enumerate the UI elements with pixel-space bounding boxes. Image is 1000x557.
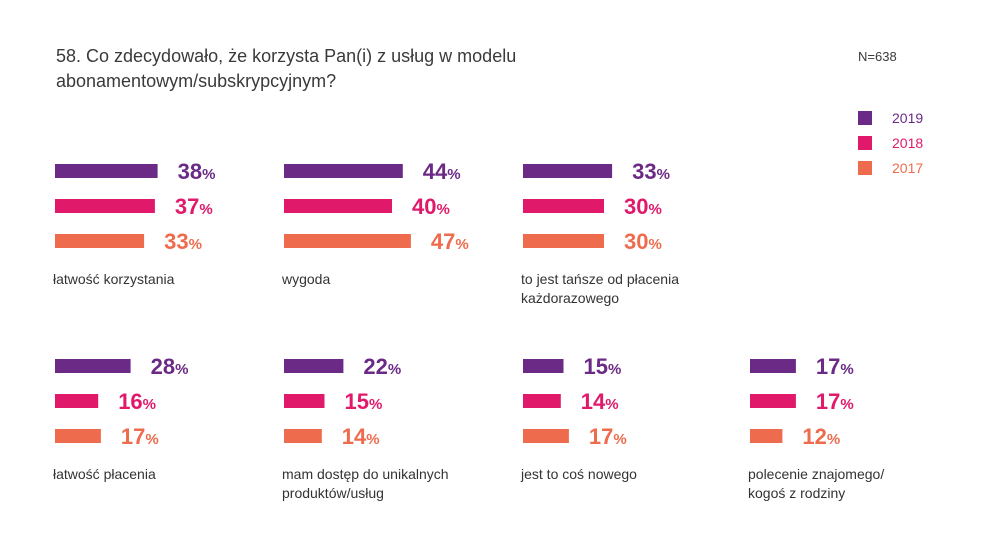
data-label: 15%	[584, 354, 622, 379]
bar-2018	[523, 394, 561, 408]
bar-group: 17% 17% 12% polecenie znajomego/kogoś z rod…	[748, 354, 884, 501]
bar-2019	[55, 164, 158, 178]
legend-swatch	[858, 160, 872, 175]
data-label: 28%	[151, 354, 189, 379]
data-label: 12%	[802, 424, 840, 449]
category-label: polecenie znajomego/	[748, 466, 884, 482]
bar-2018	[523, 199, 604, 213]
bar-2018	[750, 394, 796, 408]
data-label: 14%	[581, 389, 619, 414]
bar-2017	[55, 234, 145, 248]
chart-title: 58. Co zdecydowało, że korzysta Pan(i) z…	[56, 44, 616, 94]
category-label: jest to coś nowego	[520, 466, 637, 482]
legend-label: 2017	[892, 159, 924, 176]
bar-2019	[523, 359, 564, 373]
data-label: 17%	[816, 354, 854, 379]
data-label: 22%	[363, 354, 401, 379]
data-label: 14%	[342, 424, 380, 449]
category-label: mam dostęp do unikalnych	[282, 466, 449, 482]
bar-2018	[284, 394, 325, 408]
legend-label: 2019	[892, 109, 924, 126]
legend-item-2017: 2017	[858, 155, 923, 180]
data-label: 33%	[164, 229, 202, 254]
bar-2017	[523, 429, 569, 443]
chart-title-line-1: 58. Co zdecydowało, że korzysta Pan(i) z…	[56, 46, 517, 66]
bar-group: 28% 16% 17% łatwość płacenia	[53, 354, 188, 482]
data-label: 33%	[632, 159, 670, 184]
legend-item-2019: 2019	[858, 105, 923, 130]
data-label: 15%	[345, 389, 383, 414]
bar-group: 22% 15% 14% mam dostęp do unikalnych produkt…	[282, 354, 449, 501]
legend-label: 2018	[892, 134, 924, 151]
bar-2017	[284, 429, 322, 443]
bar-2019	[750, 359, 796, 373]
category-label: to jest tańsze od płacenia	[521, 271, 679, 287]
data-label: 37%	[175, 194, 213, 219]
legend-swatch	[858, 110, 872, 125]
category-label: łatwość korzystania	[53, 271, 175, 287]
data-label: 38%	[178, 159, 216, 184]
category-label: łatwość płacenia	[53, 466, 156, 482]
bar-group: 38% 37% 33% łatwość korzystania	[53, 159, 215, 287]
data-label: 16%	[118, 389, 156, 414]
data-label: 47%	[431, 229, 469, 254]
legend-swatch	[858, 135, 872, 150]
sample-size: N=638	[858, 49, 897, 64]
data-label: 44%	[423, 159, 461, 184]
data-label: 30%	[624, 229, 662, 254]
bar-group: 33% 30% 30% to jest tańsze od płacenia każdo…	[521, 159, 679, 306]
data-label: 17%	[816, 389, 854, 414]
category-label: wygoda	[281, 271, 330, 287]
bar-2019	[284, 164, 403, 178]
chart-title-line-2: abonamentowym/subskrypcyjnym?	[56, 71, 337, 91]
bar-2018	[55, 199, 155, 213]
bar-2017	[750, 429, 783, 443]
data-label: 17%	[589, 424, 627, 449]
data-label: 17%	[121, 424, 159, 449]
category-label: każdorazowego	[521, 290, 619, 306]
bar-2017	[55, 429, 101, 443]
bar-2019	[523, 164, 613, 178]
data-label: 40%	[412, 194, 450, 219]
bar-2019	[284, 359, 344, 373]
bar-group: 15% 14% 17% jest to coś nowego	[520, 354, 637, 482]
bar-2018	[284, 199, 392, 213]
legend-item-2018: 2018	[858, 130, 923, 155]
category-label: kogoś z rodziny	[748, 485, 845, 501]
bar-2017	[523, 234, 604, 248]
category-label: produktów/usług	[282, 485, 384, 501]
bar-group: 44% 40% 47% wygoda	[281, 159, 469, 287]
legend: 2019 2018 2017	[858, 105, 923, 180]
bar-2019	[55, 359, 131, 373]
bar-2018	[55, 394, 99, 408]
data-label: 30%	[624, 194, 662, 219]
bar-2017	[284, 234, 411, 248]
